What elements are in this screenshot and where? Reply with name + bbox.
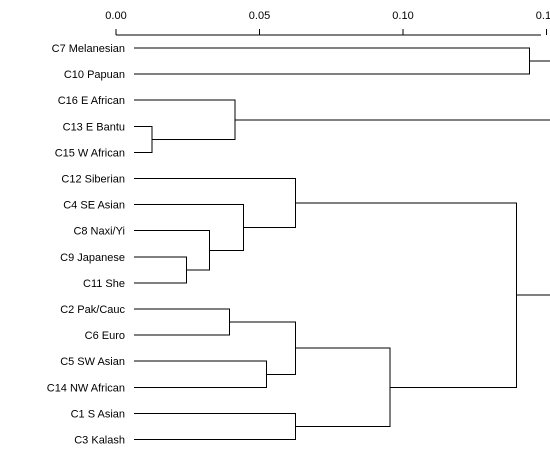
dendrogram-link-m10 bbox=[229, 321, 296, 375]
dendrogram-link-m15 bbox=[529, 60, 550, 62]
leaf-label: C4 SE Asian bbox=[63, 200, 125, 212]
leaf-labels: C7 Melanesian C10 Papuan C16 E African C13 … bbox=[47, 43, 126, 447]
dendrogram-link-m1 bbox=[134, 47, 530, 75]
dendrogram-link-m4 bbox=[134, 256, 187, 284]
dendrogram-link-m11 bbox=[134, 412, 296, 440]
leaf-label: C6 Euro bbox=[85, 330, 125, 342]
leaf-label: C10 Papuan bbox=[64, 69, 125, 81]
dendrogram-link-m7 bbox=[134, 178, 296, 228]
leaf-label: C3 Kalash bbox=[74, 435, 125, 447]
axis-tick-label: 0.05 bbox=[249, 10, 270, 22]
dendrogram-link-m13 bbox=[295, 202, 517, 388]
leaf-label: C11 She bbox=[83, 278, 125, 290]
dendrogram-link-m8 bbox=[134, 308, 230, 336]
dendrogram-link-m5 bbox=[134, 230, 210, 271]
leaf-label: C16 E African bbox=[58, 95, 125, 107]
leaf-label: C7 Melanesian bbox=[52, 43, 125, 55]
leaf-label: C5 SW Asian bbox=[60, 356, 125, 368]
dendrogram-link-m3 bbox=[134, 99, 236, 140]
leaf-label: C2 Pak/Cauc bbox=[60, 304, 125, 316]
dendrogram-link-m9 bbox=[134, 360, 268, 388]
dendrogram-link-m12 bbox=[295, 347, 391, 427]
leaf-label: C15 W African bbox=[55, 147, 125, 159]
dendrogram-link-m14 bbox=[235, 119, 550, 296]
axis-tick-label: 0.10 bbox=[392, 10, 413, 22]
leaf-label: C14 NW African bbox=[47, 382, 125, 394]
dendrogram-link-m6 bbox=[134, 204, 245, 251]
dendrogram-links bbox=[134, 47, 550, 440]
dendrogram-link-m2 bbox=[134, 125, 153, 153]
leaf-label: C1 S Asian bbox=[71, 408, 125, 420]
axis-tick-label: 0.15 bbox=[536, 10, 550, 22]
leaf-label: C8 Naxi/Yi bbox=[73, 226, 125, 238]
leaf-label: C13 E Bantu bbox=[63, 121, 125, 133]
axis-tick-label: 0.00 bbox=[105, 10, 126, 22]
leaf-label: C9 Japanese bbox=[60, 252, 125, 264]
distance-axis: 0.000.050.100.150.200.25 bbox=[105, 10, 550, 36]
leaf-label: C12 Siberian bbox=[61, 174, 125, 186]
